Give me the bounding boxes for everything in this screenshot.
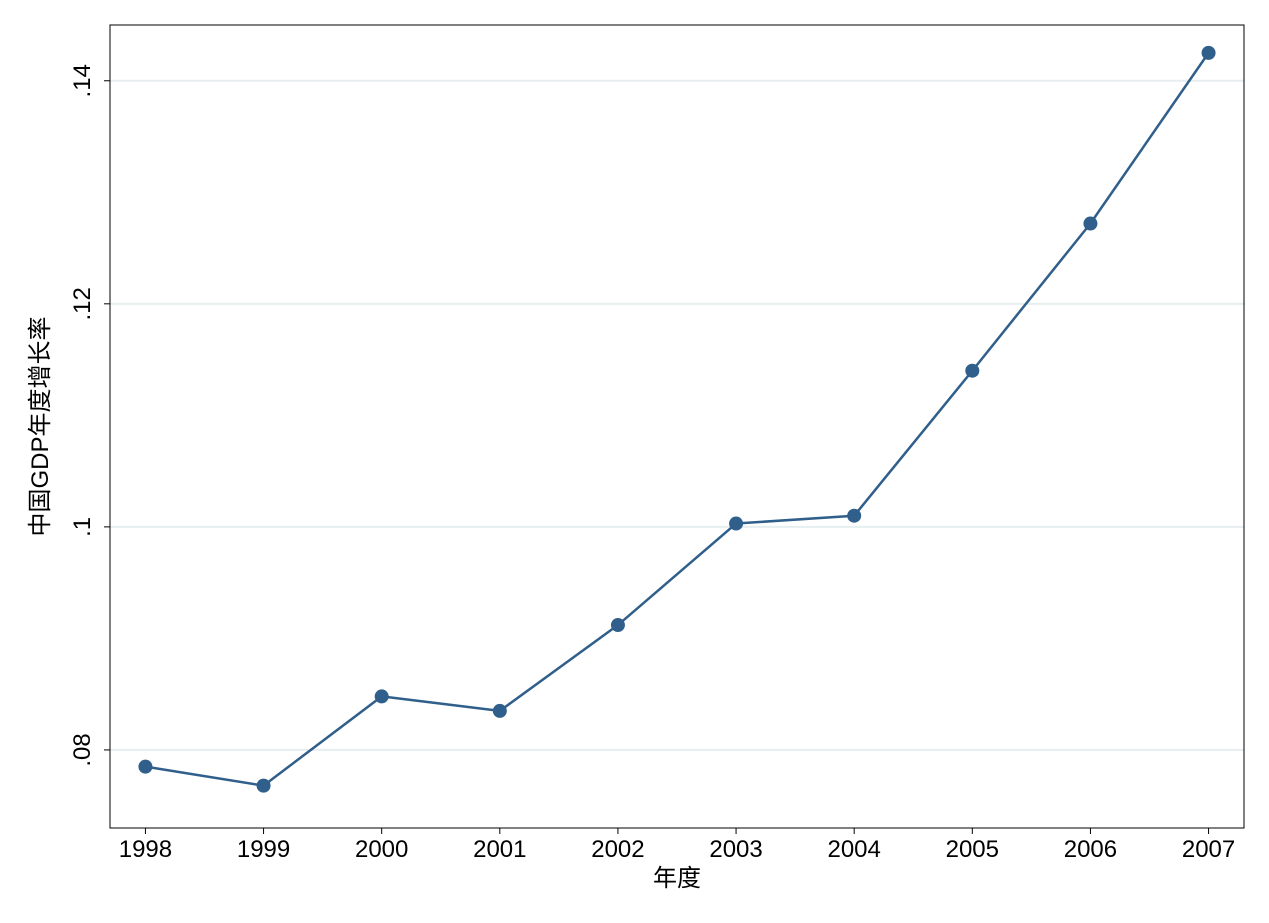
data-marker: [847, 509, 861, 523]
x-tick-label: 1999: [237, 836, 290, 863]
data-marker: [611, 618, 625, 632]
data-marker: [493, 704, 507, 718]
x-tick-label: 1998: [119, 836, 172, 863]
line-chart: 1998 1999 2000 2001 2002 2003 2004 2005 2006 2007…: [0, 0, 1269, 923]
data-marker: [138, 760, 152, 774]
y-tick-label: .12: [69, 287, 96, 320]
x-axis-label: 年度: [653, 865, 701, 892]
x-tick-label: 2003: [709, 836, 762, 863]
data-marker: [965, 364, 979, 378]
x-tick-label: 2005: [946, 836, 999, 863]
data-marker: [375, 689, 389, 703]
y-tick-label: .1: [69, 517, 96, 537]
x-tick-label: 2004: [827, 836, 880, 863]
x-tick-label: 2006: [1064, 836, 1117, 863]
y-tick-label: .14: [69, 64, 96, 97]
y-axis-label: 中国GDP年度增长率: [27, 316, 54, 536]
chart-svg: 1998 1999 2000 2001 2002 2003 2004 2005 2006 2007…: [0, 0, 1269, 923]
x-tick-label: 2002: [591, 836, 644, 863]
x-tick-label: 2000: [355, 836, 408, 863]
data-marker: [729, 517, 743, 531]
data-marker: [257, 779, 271, 793]
x-tick-label: 2001: [473, 836, 526, 863]
data-marker: [1083, 217, 1097, 231]
x-tick-label: 2007: [1182, 836, 1235, 863]
data-marker: [1202, 46, 1216, 60]
y-tick-label: .08: [69, 733, 96, 766]
